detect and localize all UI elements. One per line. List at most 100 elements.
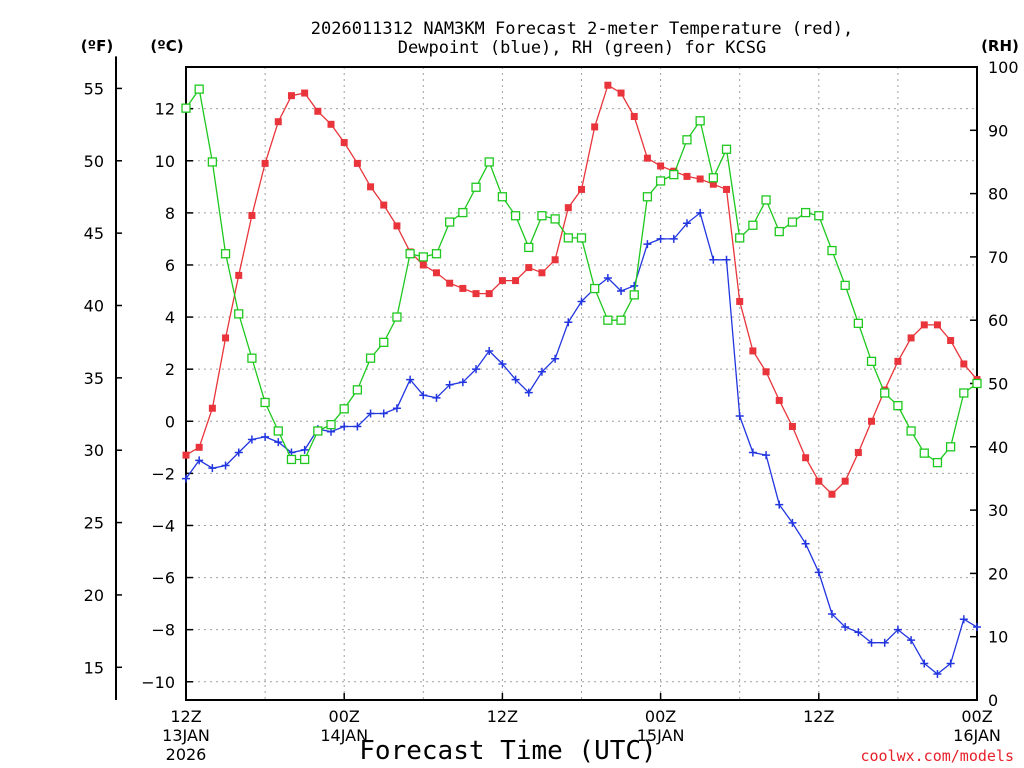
data-point <box>406 375 415 384</box>
data-point <box>616 315 626 325</box>
data-point <box>775 396 783 404</box>
data-point <box>682 135 692 145</box>
x-tick-label: 00Z <box>645 707 676 726</box>
data-point <box>762 368 770 376</box>
x-tick-label: 12Z <box>803 707 834 726</box>
fahrenheit-tick-label: 20 <box>84 586 104 605</box>
celsius-tick-label: 6 <box>165 256 175 275</box>
data-point <box>497 192 508 202</box>
data-point <box>893 401 903 411</box>
data-point <box>959 615 968 624</box>
data-point <box>485 290 493 298</box>
data-point <box>788 422 796 430</box>
data-point <box>682 219 691 228</box>
data-point <box>418 252 428 262</box>
data-point <box>274 438 283 447</box>
data-point <box>353 159 361 167</box>
data-point <box>735 233 745 243</box>
series-rh <box>181 84 982 468</box>
data-point <box>841 477 849 485</box>
x-tick-label: 00Z <box>329 707 360 726</box>
chart-title-line1: 2026011312 NAM3KM Forecast 2-meter Tempe… <box>311 19 853 39</box>
celsius-tick-label: −6 <box>151 569 175 588</box>
data-point <box>920 321 928 329</box>
data-point <box>854 628 863 637</box>
data-point <box>591 123 599 131</box>
data-point <box>604 81 612 89</box>
data-point <box>854 449 862 457</box>
data-point <box>339 404 349 414</box>
x-tick-label: 16JAN <box>953 726 1001 745</box>
data-point <box>393 222 401 230</box>
data-point <box>273 426 283 436</box>
tick-labels: −10 −8 −6 −4 −2 0 2 4 6 8 10 12 15 20 25 30 35 40 45 50 55 0 1… <box>84 58 1019 764</box>
data-point <box>973 623 981 632</box>
data-point <box>537 367 546 376</box>
data-point <box>208 464 217 473</box>
data-point <box>761 195 771 205</box>
rh-tick-label: 10 <box>988 628 1008 647</box>
x-tick-label: 00Z <box>961 707 992 726</box>
data-point <box>564 204 572 212</box>
data-point <box>643 240 652 249</box>
fahrenheit-tick-label: 25 <box>84 514 104 533</box>
data-point <box>498 359 507 368</box>
data-point <box>906 426 916 436</box>
rh-tick-label: 40 <box>988 438 1008 457</box>
data-point <box>419 391 428 400</box>
rh-tick-label: 20 <box>988 564 1008 583</box>
data-point <box>299 454 310 465</box>
data-point <box>630 112 638 120</box>
data-point <box>578 185 585 193</box>
data-point <box>932 457 943 468</box>
data-point <box>432 269 440 277</box>
data-point <box>907 636 916 645</box>
fahrenheit-tick-label: 45 <box>84 224 104 243</box>
celsius-tick-label: 10 <box>155 152 175 171</box>
data-point <box>642 192 653 202</box>
data-point <box>907 334 915 342</box>
data-point <box>314 107 322 115</box>
data-point <box>603 274 612 282</box>
fahrenheit-tick-label: 55 <box>84 79 104 98</box>
data-point <box>326 419 336 430</box>
data-point <box>564 318 573 327</box>
data-point <box>853 318 863 329</box>
data-point <box>841 623 850 632</box>
data-point <box>222 334 230 342</box>
data-point <box>458 207 468 218</box>
data-point <box>775 500 784 509</box>
data-point <box>576 233 587 243</box>
data-point <box>287 92 295 100</box>
data-point <box>432 393 441 402</box>
x-tick-label: 14JAN <box>320 726 368 745</box>
data-point <box>234 309 244 319</box>
data-point <box>894 357 902 365</box>
rh-tick-label: 100 <box>988 58 1019 77</box>
rh-tick-label: 0 <box>988 691 998 710</box>
data-point <box>947 337 955 345</box>
credit-text[interactable]: coolwx.com/models <box>860 747 1014 765</box>
data-point <box>431 249 442 259</box>
fahrenheit-tick-label: 15 <box>84 658 104 677</box>
data-point <box>787 217 798 227</box>
data-point <box>748 448 757 457</box>
data-point <box>195 456 204 465</box>
data-point <box>827 610 836 619</box>
data-point <box>498 277 506 285</box>
data-point <box>471 182 481 192</box>
data-point <box>722 255 731 264</box>
rh-tick-label: 30 <box>988 501 1008 520</box>
data-point <box>708 173 718 183</box>
data-point <box>551 256 559 264</box>
data-point <box>866 356 877 366</box>
data-point <box>788 518 797 527</box>
data-point <box>814 568 823 577</box>
data-point <box>814 211 824 221</box>
data-point <box>512 277 520 285</box>
data-point <box>182 474 190 483</box>
data-point <box>669 234 678 243</box>
data-point <box>972 378 982 389</box>
data-point <box>247 435 256 444</box>
